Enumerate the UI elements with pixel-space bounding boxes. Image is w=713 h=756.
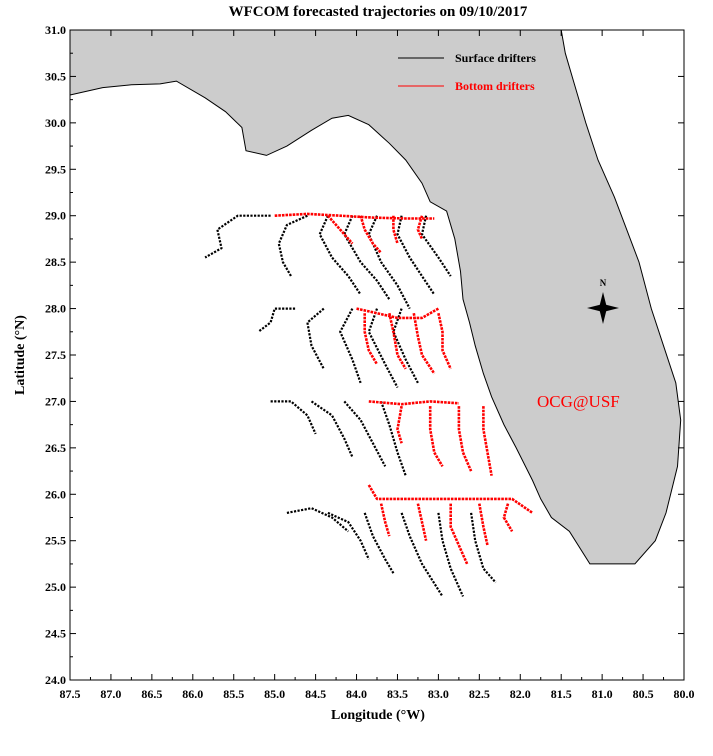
surface-drifter-track <box>470 512 497 584</box>
surface-drifter-track <box>437 512 465 597</box>
chart-title: WFCOM forecasted trajectories on 09/10/2… <box>229 4 528 20</box>
bottom-drifter-track <box>437 312 452 370</box>
surface-drifter-track <box>277 214 308 277</box>
bottom-drifter-track <box>326 214 354 245</box>
bottom-drifter-track <box>379 503 391 537</box>
bottom-drifter-track <box>457 406 473 472</box>
florida-land <box>69 29 682 565</box>
surface-drifter-track <box>380 401 407 477</box>
bottom-drifter-track <box>363 313 379 365</box>
x-tick-label: 84.5 <box>305 687 326 701</box>
x-tick-label: 86.0 <box>182 687 203 701</box>
x-axis-label: Longitude (°W) <box>331 708 425 723</box>
y-tick-label: 28.0 <box>45 302 66 316</box>
y-tick-label: 30.5 <box>45 69 66 83</box>
x-tick-label: 80.0 <box>674 687 695 701</box>
y-tick-label: 30.0 <box>45 116 66 130</box>
bottom-drifter-track <box>412 312 436 375</box>
surface-drifter-track <box>396 215 436 296</box>
y-tick-label: 26.5 <box>45 441 66 455</box>
compass-north-label: N <box>600 278 607 288</box>
x-tick-label: 81.5 <box>551 687 572 701</box>
surface-drifter-track <box>343 400 387 467</box>
surface-drifter-track <box>392 308 419 384</box>
x-tick-label: 81.0 <box>592 687 613 701</box>
x-tick-label: 84.0 <box>346 687 367 701</box>
surface-drifter-track <box>343 215 391 300</box>
x-tick-label: 86.5 <box>141 687 162 701</box>
x-tick-label: 87.0 <box>100 687 121 701</box>
y-tick-label: 28.5 <box>45 255 66 269</box>
bottom-drifter-track <box>356 307 440 320</box>
y-tick-label: 25.5 <box>45 534 66 548</box>
y-tick-label: 27.5 <box>45 348 66 362</box>
bottom-drifter-track <box>416 215 424 240</box>
bottom-drifter-track <box>416 503 428 541</box>
y-tick-label: 27.0 <box>45 394 66 408</box>
surface-drifter-track <box>327 511 370 560</box>
compass-rose: N <box>587 278 619 324</box>
y-tick-label: 26.0 <box>45 487 66 501</box>
x-tick-label: 87.5 <box>60 687 81 701</box>
x-tick-label: 83.5 <box>387 687 408 701</box>
surface-drifter-track <box>420 215 452 277</box>
surface-drifter-track <box>339 308 362 384</box>
plot-area <box>69 29 685 681</box>
x-tick-label: 85.0 <box>264 687 285 701</box>
surface-drifter-track <box>367 215 411 310</box>
bottom-drifter-track <box>478 503 489 546</box>
x-tick-label: 83.0 <box>428 687 449 701</box>
surface-drifter-track <box>367 308 399 389</box>
legend-label-bottom: Bottom drifters <box>455 79 535 93</box>
bottom-drifter-track <box>396 405 403 444</box>
bottom-drifter-track <box>428 406 444 468</box>
bottom-drifter-track <box>502 503 514 533</box>
y-axis-label: Latitude (°N) <box>13 315 28 395</box>
surface-drifter-track <box>400 512 444 597</box>
legend: Surface drifters Bottom drifters <box>398 51 536 93</box>
legend-label-surface: Surface drifters <box>455 51 536 65</box>
x-tick-label: 82.0 <box>510 687 531 701</box>
bottom-drifter-track <box>449 503 469 565</box>
x-tick-label: 85.5 <box>223 687 244 701</box>
ocg-annotation: OCG@USF <box>537 392 620 411</box>
axis-ticks: 87.5 87.0 86.5 86.0 85.5 85.0 84.5 84.0 83.5 83.0… <box>45 23 695 701</box>
x-tick-label: 82.5 <box>469 687 490 701</box>
bottom-drifter-track <box>274 212 435 220</box>
y-tick-label: 24.5 <box>45 627 66 641</box>
surface-drifter-track <box>204 214 271 259</box>
bottom-drifter-track <box>367 484 534 514</box>
y-tick-label: 25.0 <box>45 580 66 594</box>
surface-drifter-track <box>310 400 354 458</box>
surface-drifter-track <box>286 507 350 533</box>
y-tick-label: 29.5 <box>45 162 66 176</box>
y-tick-label: 31.0 <box>45 23 66 37</box>
surface-drifter-track <box>306 307 325 370</box>
bottom-drifter-track <box>482 406 493 476</box>
y-tick-label: 24.0 <box>45 673 66 687</box>
bottom-drifter-track <box>368 400 459 406</box>
y-tick-label: 29.0 <box>45 209 66 223</box>
x-tick-label: 80.5 <box>633 687 654 701</box>
bottom-drifter-track <box>359 215 383 254</box>
bottom-drifter-track <box>388 312 407 370</box>
surface-drifter-track <box>363 512 395 574</box>
bottom-drifter-track <box>392 215 399 244</box>
surface-drifter-track <box>270 400 317 435</box>
